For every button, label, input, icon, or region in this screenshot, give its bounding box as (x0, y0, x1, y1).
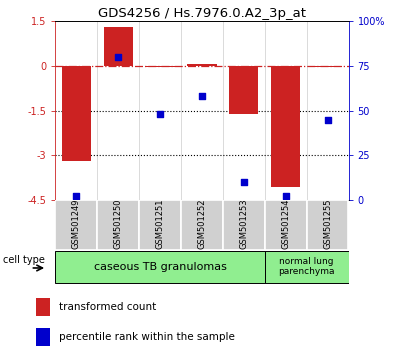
Text: caseous TB granulomas: caseous TB granulomas (93, 262, 226, 272)
Bar (270, 66, 300, 187)
Bar (312, 66, 342, 67)
Title: GDS4256 / Hs.7976.0.A2_3p_at: GDS4256 / Hs.7976.0.A2_3p_at (98, 7, 305, 20)
Bar (61, 66, 91, 161)
Text: GSM501249: GSM501249 (72, 199, 81, 249)
Bar (55, 251, 264, 283)
Bar (139, 200, 180, 250)
Bar (145, 66, 174, 67)
Text: GSM501255: GSM501255 (322, 199, 331, 249)
Bar (229, 66, 258, 114)
Point (198, 93, 205, 99)
Text: transformed count: transformed count (59, 302, 156, 312)
Text: cell type: cell type (3, 255, 45, 265)
Bar (97, 200, 139, 250)
Point (73, 194, 79, 199)
Text: normal lung
parenchyma: normal lung parenchyma (278, 257, 334, 276)
Point (282, 194, 288, 199)
Point (156, 112, 163, 117)
Bar (55, 200, 97, 250)
Bar (264, 200, 306, 250)
Bar (187, 64, 216, 66)
Bar (36, 328, 50, 346)
Bar (181, 200, 222, 250)
Point (240, 179, 247, 185)
Bar (222, 200, 264, 250)
Bar (264, 251, 348, 283)
Text: GSM501253: GSM501253 (239, 199, 248, 249)
Text: GSM501254: GSM501254 (281, 199, 290, 249)
Text: GSM501250: GSM501250 (113, 199, 122, 249)
Text: GSM501252: GSM501252 (197, 199, 206, 249)
Text: GSM501251: GSM501251 (155, 199, 164, 249)
Point (324, 117, 330, 122)
Bar (103, 27, 133, 66)
Text: percentile rank within the sample: percentile rank within the sample (59, 332, 235, 342)
Bar (36, 298, 50, 316)
Bar (306, 200, 348, 250)
Point (115, 54, 121, 60)
